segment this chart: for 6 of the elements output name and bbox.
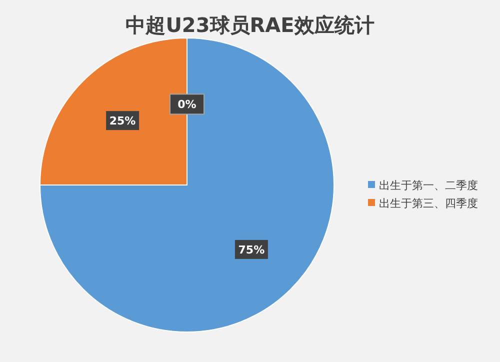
- data-label: 25%: [109, 114, 136, 128]
- chart-title: 中超U23球员RAE效应统计: [126, 13, 374, 37]
- text: 0%: [178, 98, 196, 112]
- data-label: 75%: [238, 243, 265, 256]
- legend-label: 出生于第一、二季度: [379, 179, 478, 192]
- legend-label: 出生于第三、四季度: [379, 197, 478, 210]
